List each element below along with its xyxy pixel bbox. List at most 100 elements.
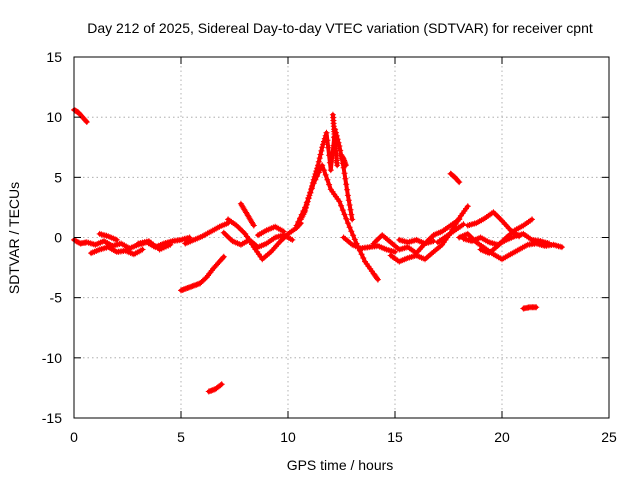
data-point — [320, 141, 327, 148]
data-point — [313, 168, 320, 175]
data-point — [348, 228, 355, 235]
data-point — [533, 304, 540, 311]
data-point — [211, 264, 218, 271]
data-point — [306, 192, 313, 199]
data-point — [315, 158, 322, 165]
data-point — [546, 240, 553, 247]
data-point — [342, 175, 349, 182]
data-point — [339, 207, 346, 214]
data-point — [317, 151, 324, 158]
data-point — [202, 275, 209, 282]
y-tick-label: 15 — [46, 49, 62, 65]
data-point — [321, 167, 327, 174]
data-point — [305, 195, 312, 202]
data-point — [343, 181, 350, 188]
data-point — [311, 173, 318, 180]
chart-title: Day 212 of 2025, Sidereal Day-to-day VTE… — [87, 20, 593, 36]
axis-ticks: 0 5 10 15 20 25 -15 -10 -5 0 5 10 15 — [42, 49, 617, 445]
data-point — [430, 238, 437, 245]
data-point — [322, 171, 329, 178]
data-point — [516, 233, 523, 240]
data-point — [346, 202, 353, 208]
data-trace — [435, 222, 466, 245]
x-tick-label: 10 — [280, 429, 296, 445]
data-point — [219, 254, 226, 261]
data-point — [392, 248, 398, 255]
data-point — [334, 162, 341, 169]
data-trace — [226, 217, 303, 262]
y-tick-label: 5 — [54, 169, 62, 185]
data-point — [322, 132, 329, 139]
data-point — [83, 118, 89, 124]
data-point — [293, 222, 300, 229]
data-point — [342, 162, 349, 169]
y-axis-label: SDTVAR / TECUs — [6, 182, 22, 294]
x-tick-label: 0 — [70, 429, 78, 445]
data-point — [558, 244, 565, 251]
data-point — [455, 178, 462, 185]
data-point — [529, 216, 535, 223]
data-point — [351, 236, 358, 243]
data-point — [344, 220, 351, 227]
data-point — [312, 171, 319, 177]
data-point — [316, 155, 323, 162]
data-point — [113, 236, 120, 243]
x-tick-label: 5 — [177, 429, 185, 445]
x-tick-label: 25 — [601, 429, 617, 445]
data-point — [374, 275, 380, 282]
data-point — [314, 165, 321, 172]
y-tick-label: -15 — [42, 410, 62, 426]
data-point — [325, 144, 332, 151]
data-point — [350, 232, 357, 239]
data-point — [318, 147, 325, 154]
data-point — [220, 253, 227, 260]
data-point — [309, 183, 315, 189]
y-tick-label: 10 — [46, 109, 62, 125]
data-point — [328, 158, 335, 165]
data-point — [139, 246, 146, 253]
data-point — [323, 129, 330, 136]
y-tick-label: -10 — [42, 350, 62, 366]
data-point — [303, 204, 309, 211]
data-point — [327, 167, 334, 174]
data-point — [307, 189, 314, 196]
data-point — [217, 382, 224, 389]
data-point — [167, 241, 174, 248]
data-point — [341, 170, 348, 177]
data-point — [321, 138, 327, 145]
data-point — [346, 224, 353, 231]
data-point — [250, 222, 257, 229]
data-point — [83, 119, 90, 125]
data-points — [71, 106, 565, 395]
x-axis-label: GPS time / hours — [287, 457, 394, 473]
data-point — [464, 203, 471, 210]
data-point — [460, 221, 467, 228]
data-point — [326, 152, 333, 159]
data-point — [303, 201, 310, 208]
data-point — [304, 198, 311, 205]
data-point — [358, 251, 365, 258]
x-tick-label: 15 — [387, 429, 403, 445]
data-point — [348, 211, 355, 218]
y-tick-label: 0 — [54, 230, 62, 246]
data-trace — [294, 163, 380, 282]
data-point — [338, 202, 345, 209]
data-point — [289, 236, 296, 243]
data-point — [324, 137, 331, 144]
data-point — [315, 162, 321, 169]
x-tick-label: 20 — [494, 429, 510, 445]
data-point — [218, 381, 225, 388]
data-point — [336, 198, 343, 205]
data-point — [456, 179, 463, 186]
data-point — [344, 192, 351, 199]
data-point — [341, 211, 348, 218]
data-point — [360, 255, 367, 261]
data-point — [302, 208, 309, 214]
data-point — [309, 179, 316, 186]
data-point — [326, 181, 333, 188]
data-point — [186, 234, 193, 241]
data-point — [344, 186, 351, 193]
data-point — [347, 206, 354, 213]
data-point — [374, 276, 381, 283]
